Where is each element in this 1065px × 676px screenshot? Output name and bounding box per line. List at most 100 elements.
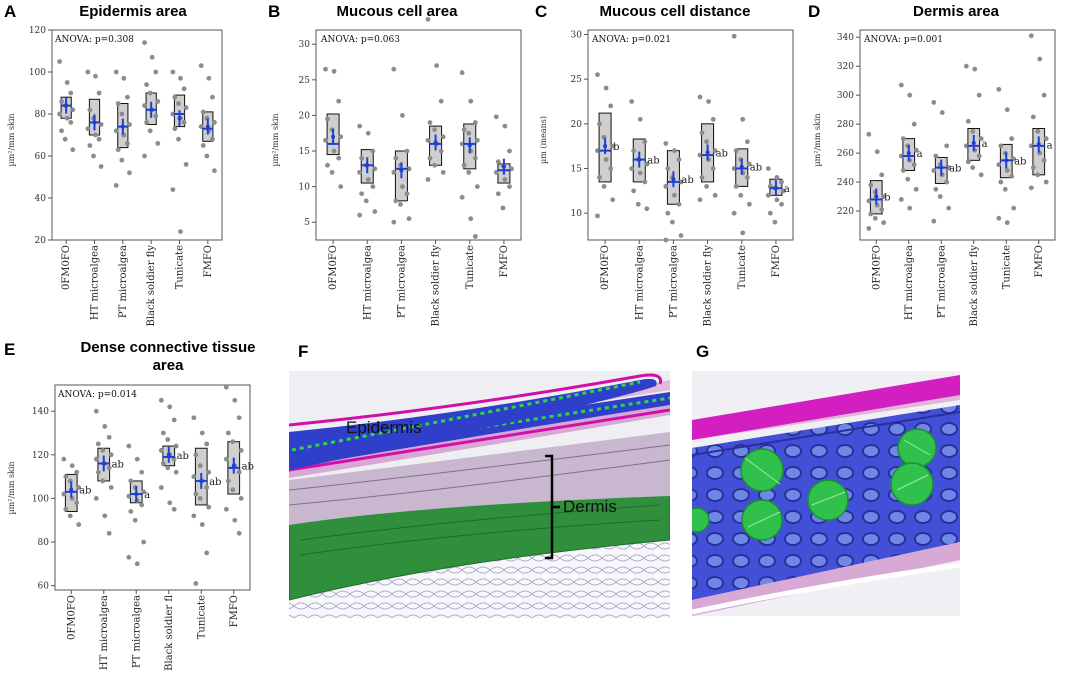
panel-d-category-label: Tunicate (1001, 245, 1012, 289)
panel-a-data-point (206, 75, 212, 81)
panel-b-data-point (331, 68, 337, 74)
panel-b-data-point (329, 169, 335, 175)
panel-d-data-point (913, 147, 919, 153)
panel-e-data-point (230, 439, 236, 445)
panel-a-data-point (96, 90, 102, 96)
panel-e-data-point (128, 478, 134, 484)
panel-c-plot-frame (587, 29, 794, 241)
panel-a-data-point (59, 99, 64, 104)
panel-b-data-point (432, 127, 437, 133)
panel-e-data-point (191, 513, 197, 519)
panel-d-group-letter: b (884, 193, 890, 204)
panel-e-data-point (93, 408, 99, 414)
panel-e-data-point (206, 504, 212, 510)
panel-d-data-point (965, 118, 971, 124)
panel-a-data-point (178, 229, 183, 235)
panel-a-data-point (113, 183, 119, 188)
panel-a-data-point (142, 103, 147, 108)
panel-d-data-point (911, 162, 917, 168)
panel-b-data-point (357, 169, 363, 175)
panel-c-data-point (595, 213, 600, 219)
panel-e-category-label: FMFO (229, 595, 240, 627)
panel-a-data-point (153, 69, 159, 75)
panel-c-data-point (595, 72, 600, 78)
panel-a-mean-marker (92, 120, 97, 125)
panel-a-data-point (115, 101, 121, 106)
panel-b-ytick-label: 15 (299, 147, 311, 157)
panel-e-data-point (128, 509, 134, 514)
panel-a-category-label: Tunicate (175, 245, 186, 289)
panel-a-data-point (204, 153, 210, 159)
panel-d-data-point (1028, 33, 1034, 39)
panel-b-data-point (357, 123, 363, 129)
panel-b-data-point (400, 184, 405, 190)
panel-d-data-point (879, 172, 885, 178)
panel-e-category-label: 0FM0FO (66, 595, 77, 640)
panel-b-data-point (507, 184, 512, 190)
panel-d-mean-marker (874, 194, 879, 199)
panel-b-data-point (495, 191, 501, 197)
panel-d-ytick-label: 340 (837, 33, 854, 43)
panel-b-data-point (393, 198, 399, 204)
panel-a-ytick-label: 40 (35, 194, 47, 204)
panel-e-ytick-label: 120 (32, 451, 49, 461)
panel-a-data-point (127, 170, 132, 176)
panel-b-data-point (391, 219, 397, 225)
panel-d-data-point (931, 100, 937, 105)
panel-a-mean-marker (177, 116, 182, 121)
panel-d-data-point (998, 179, 1004, 185)
panel-e-data-point (139, 502, 145, 508)
panel-c-mean-marker (603, 144, 608, 149)
panel-d-ytick-label: 220 (837, 207, 854, 217)
magnified-epidermis-image (692, 371, 960, 616)
panel-c-data-point (744, 175, 750, 180)
panel-b-mean-marker (501, 164, 506, 169)
panel-c-data-point (672, 148, 677, 154)
panel-c-ytick-label: 30 (571, 30, 583, 40)
epidermis-label: Epidermis (346, 418, 422, 437)
panel-c-data-point (676, 201, 682, 207)
panel-c-data-point (699, 130, 705, 136)
panel-a-data-point (93, 132, 98, 138)
panel-b-data-point (440, 169, 446, 175)
panel-e-ylabel: µm²/mm skin (7, 461, 16, 514)
panel-e-mean-marker (134, 492, 139, 497)
panel-d-mean-marker (1004, 158, 1009, 163)
panel-c-group-letter: ab (681, 175, 693, 186)
panel-label-e: E (4, 340, 15, 359)
panel-c-data-point (608, 166, 614, 171)
panel-c-data-point (678, 179, 684, 185)
panel-e-data-point (206, 469, 212, 475)
panel-e-data-point (74, 500, 80, 506)
panel-label-d: D (808, 2, 820, 21)
panel-e-data-point (238, 496, 244, 501)
panel-a: A Epidermis area ANOVA: p=0.308 µm²/mm s… (4, 2, 223, 327)
panel-b-plot-frame (315, 29, 522, 241)
panel-d-category-label: HT microalgea (904, 245, 915, 320)
panel-a-data-point (59, 128, 64, 134)
panel-e-data-point (193, 452, 199, 458)
panel-d-data-point (905, 176, 911, 182)
panel-e-ytick-label: 140 (32, 407, 49, 417)
panel-a-data-point (181, 86, 187, 92)
panel-b-data-point (365, 177, 371, 182)
panel-c-data-point (608, 103, 614, 109)
panel-d-data-point (868, 182, 874, 188)
panel-d-data-point (946, 205, 952, 211)
panel-a-ytick-label: 80 (35, 110, 47, 120)
panel-d-data-point (1004, 220, 1010, 226)
panel-d-data-point (900, 136, 906, 142)
panel-a-data-point (96, 136, 102, 142)
panel-e-data-point (141, 539, 147, 545)
panel-a-data-point (62, 136, 68, 142)
panel-b-data-point (466, 130, 472, 136)
panel-b-data-point (338, 134, 344, 140)
panel-c-data-point (663, 237, 669, 243)
panel-c-data-point (601, 183, 607, 189)
panel-e-data-point (165, 437, 171, 442)
panel-d-data-point (1011, 205, 1017, 211)
panel-label-f: F (298, 342, 308, 361)
panel-b-data-point (331, 148, 337, 154)
panel-c-data-point (644, 161, 650, 167)
panel-e-data-point (63, 474, 69, 479)
